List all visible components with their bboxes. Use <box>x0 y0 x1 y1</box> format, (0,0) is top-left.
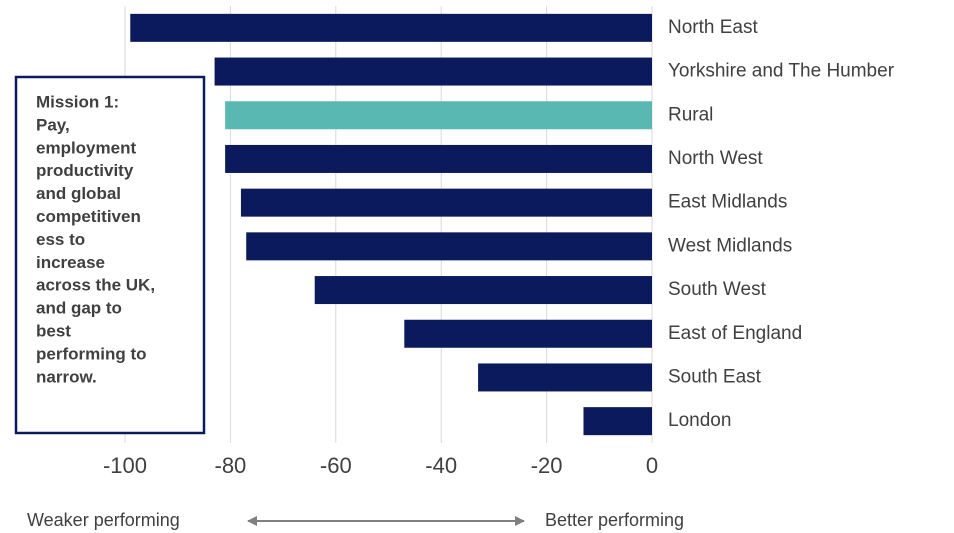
weaker-label: Weaker performing <box>27 510 180 530</box>
x-tick-label: -80 <box>215 453 247 478</box>
x-tick-label: -40 <box>425 453 457 478</box>
x-tick-label: -60 <box>320 453 352 478</box>
category-label: East of England <box>668 323 802 344</box>
annotation-line: productivity <box>36 161 134 180</box>
category-label: North West <box>668 148 763 169</box>
annotation-line: best <box>36 321 71 340</box>
annotation-line: ess to <box>36 230 85 249</box>
bar <box>225 144 652 173</box>
category-label: North East <box>668 17 758 38</box>
category-label: Yorkshire and The Humber <box>668 61 895 82</box>
bar <box>314 276 652 305</box>
annotation-line: increase <box>36 253 105 272</box>
category-label: Rural <box>668 104 713 125</box>
annotation-line: across the UK, <box>36 276 155 295</box>
annotation-line: Pay, <box>36 115 70 134</box>
x-tick-label: 0 <box>646 453 658 478</box>
bar <box>246 232 652 261</box>
annotation-line: employment <box>36 138 136 157</box>
bar <box>225 101 652 130</box>
annotation: Mission 1: Pay, employment productivity and … <box>36 92 155 386</box>
bar <box>478 363 652 392</box>
category-label: South East <box>668 366 762 387</box>
bar <box>240 188 652 217</box>
x-tick-label: -100 <box>103 453 147 478</box>
bar <box>130 13 652 42</box>
annotation-line: and gap to <box>36 299 122 318</box>
annotation-box <box>14 75 206 435</box>
bars <box>130 13 652 436</box>
category-label: East Midlands <box>668 192 787 213</box>
annotation-line: Mission 1: <box>36 92 119 111</box>
bar <box>583 407 652 436</box>
better-label: Better performing <box>545 510 684 530</box>
category-label: London <box>668 410 731 431</box>
bar <box>404 319 652 348</box>
annotation-line: competitiven <box>36 207 141 226</box>
annotation-line: and global <box>36 184 121 203</box>
category-label: South West <box>668 279 767 300</box>
annotation-line: performing to <box>36 344 147 363</box>
x-tick-label: -20 <box>531 453 563 478</box>
category-label: West Midlands <box>668 235 792 256</box>
bar <box>214 57 652 86</box>
annotation-line: narrow. <box>36 367 97 386</box>
grid: -100 -80 -60 -40 -20 0 North East Yorkshire and… <box>103 6 895 478</box>
